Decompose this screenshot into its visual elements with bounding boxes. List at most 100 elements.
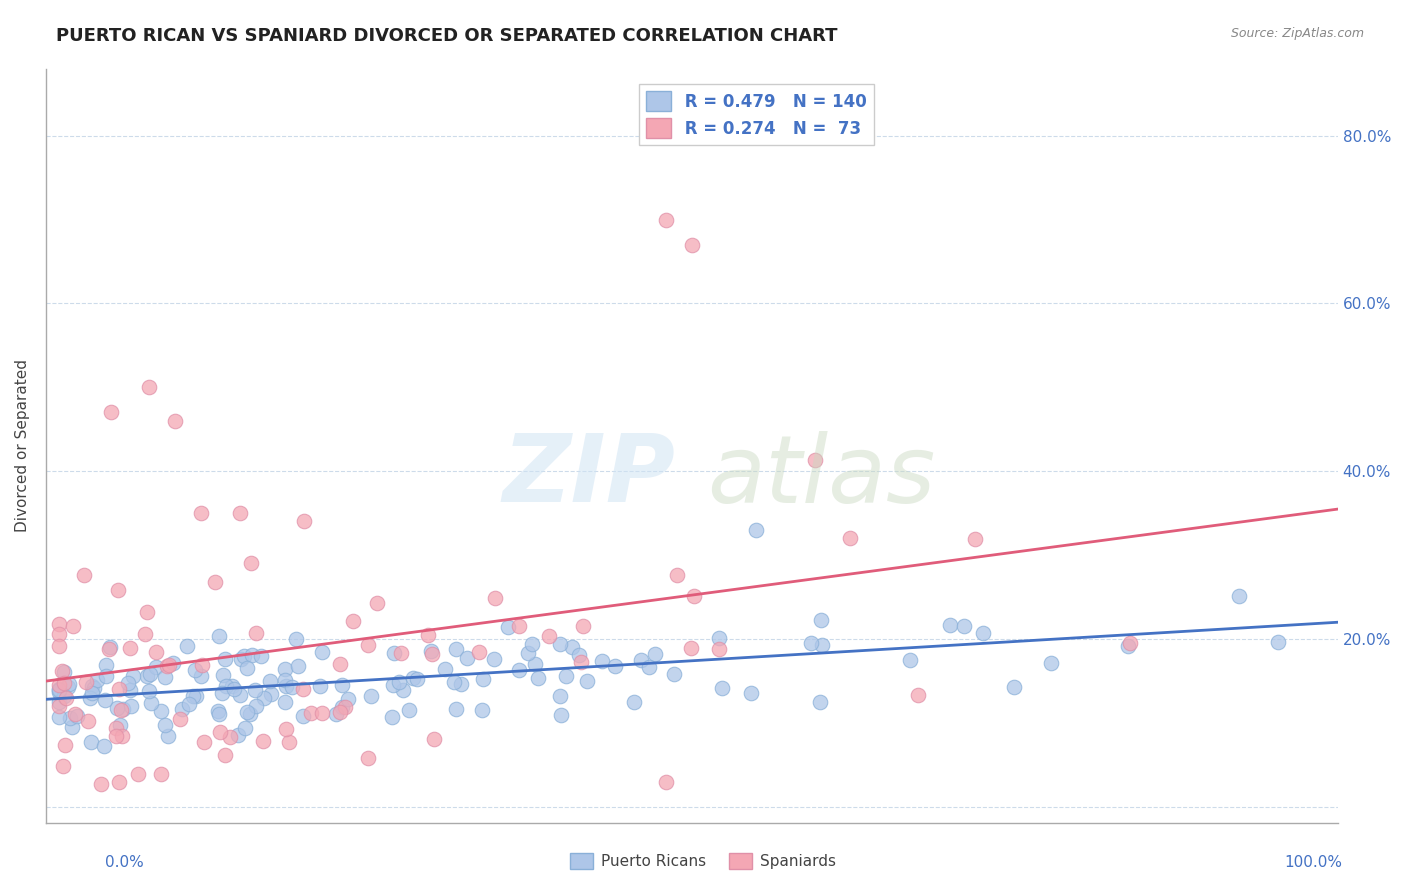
Point — [740, 686, 762, 700]
Point — [444, 702, 467, 716]
Point — [155, 659, 177, 673]
Point — [145, 660, 167, 674]
Point — [291, 681, 314, 696]
Point — [48, 682, 70, 697]
Point — [215, 679, 238, 693]
Point — [434, 663, 457, 677]
Point — [242, 648, 264, 662]
Point — [1002, 680, 1025, 694]
Point — [522, 637, 544, 651]
Point — [153, 718, 176, 732]
Point — [591, 654, 613, 668]
Point — [110, 703, 132, 717]
Point — [405, 673, 427, 687]
Point — [51, 665, 73, 679]
Point — [48, 684, 70, 698]
Point — [637, 659, 659, 673]
Point — [1267, 635, 1289, 649]
Point — [569, 655, 592, 669]
Point — [329, 657, 352, 672]
Point — [48, 710, 70, 724]
Point — [243, 682, 266, 697]
Point — [516, 647, 538, 661]
Point — [576, 673, 599, 688]
Point — [208, 629, 231, 643]
Point — [145, 645, 167, 659]
Point — [79, 691, 101, 706]
Point — [357, 638, 380, 652]
Point — [402, 671, 425, 685]
Point — [1119, 635, 1142, 649]
Point — [228, 506, 250, 520]
Point — [277, 734, 299, 748]
Point — [337, 691, 360, 706]
Point — [165, 414, 187, 428]
Legend:  R = 0.479   N = 140,  R = 0.274   N =  73: R = 0.479 N = 140, R = 0.274 N = 73 — [640, 85, 873, 145]
Point — [335, 700, 357, 714]
Point — [66, 709, 89, 723]
Point — [284, 632, 307, 646]
Point — [208, 707, 231, 722]
Point — [52, 759, 75, 773]
Point — [496, 620, 519, 634]
Point — [55, 739, 77, 753]
Point — [482, 652, 505, 666]
Point — [666, 568, 689, 582]
Point — [420, 648, 443, 662]
Point — [62, 619, 84, 633]
Point — [162, 656, 184, 670]
Point — [236, 705, 259, 719]
Point — [107, 682, 129, 697]
Point — [191, 658, 214, 673]
Point — [218, 731, 240, 745]
Point — [249, 649, 271, 664]
Point — [446, 642, 468, 657]
Point — [810, 613, 832, 627]
Point — [121, 669, 143, 683]
Point — [52, 665, 75, 680]
Point — [360, 689, 382, 703]
Point — [58, 677, 80, 691]
Point — [508, 663, 530, 677]
Point — [80, 734, 103, 748]
Point — [330, 700, 353, 714]
Point — [287, 658, 309, 673]
Point — [259, 674, 281, 689]
Point — [972, 626, 994, 640]
Point — [953, 619, 976, 633]
Point — [105, 730, 128, 744]
Point — [48, 699, 70, 714]
Point — [259, 687, 281, 701]
Point — [207, 704, 229, 718]
Point — [938, 618, 960, 632]
Point — [149, 766, 172, 780]
Point — [561, 640, 583, 655]
Point — [221, 679, 243, 693]
Point — [136, 605, 159, 619]
Point — [214, 652, 236, 666]
Point — [419, 644, 441, 658]
Point — [245, 626, 267, 640]
Text: Source: ZipAtlas.com: Source: ZipAtlas.com — [1230, 27, 1364, 40]
Point — [280, 680, 302, 694]
Point — [382, 646, 405, 660]
Y-axis label: Divorced or Separated: Divorced or Separated — [15, 359, 30, 533]
Point — [190, 669, 212, 683]
Point — [555, 669, 578, 683]
Point — [548, 637, 571, 651]
Point — [138, 684, 160, 698]
Point — [222, 682, 245, 697]
Point — [59, 710, 82, 724]
Point — [90, 776, 112, 790]
Point — [965, 533, 987, 547]
Point — [630, 653, 652, 667]
Point — [392, 683, 415, 698]
Text: 100.0%: 100.0% — [1285, 855, 1343, 870]
Point — [118, 640, 141, 655]
Point — [94, 658, 117, 673]
Point — [253, 690, 276, 705]
Point — [309, 680, 332, 694]
Point — [94, 668, 117, 682]
Point — [48, 626, 70, 640]
Point — [48, 682, 70, 697]
